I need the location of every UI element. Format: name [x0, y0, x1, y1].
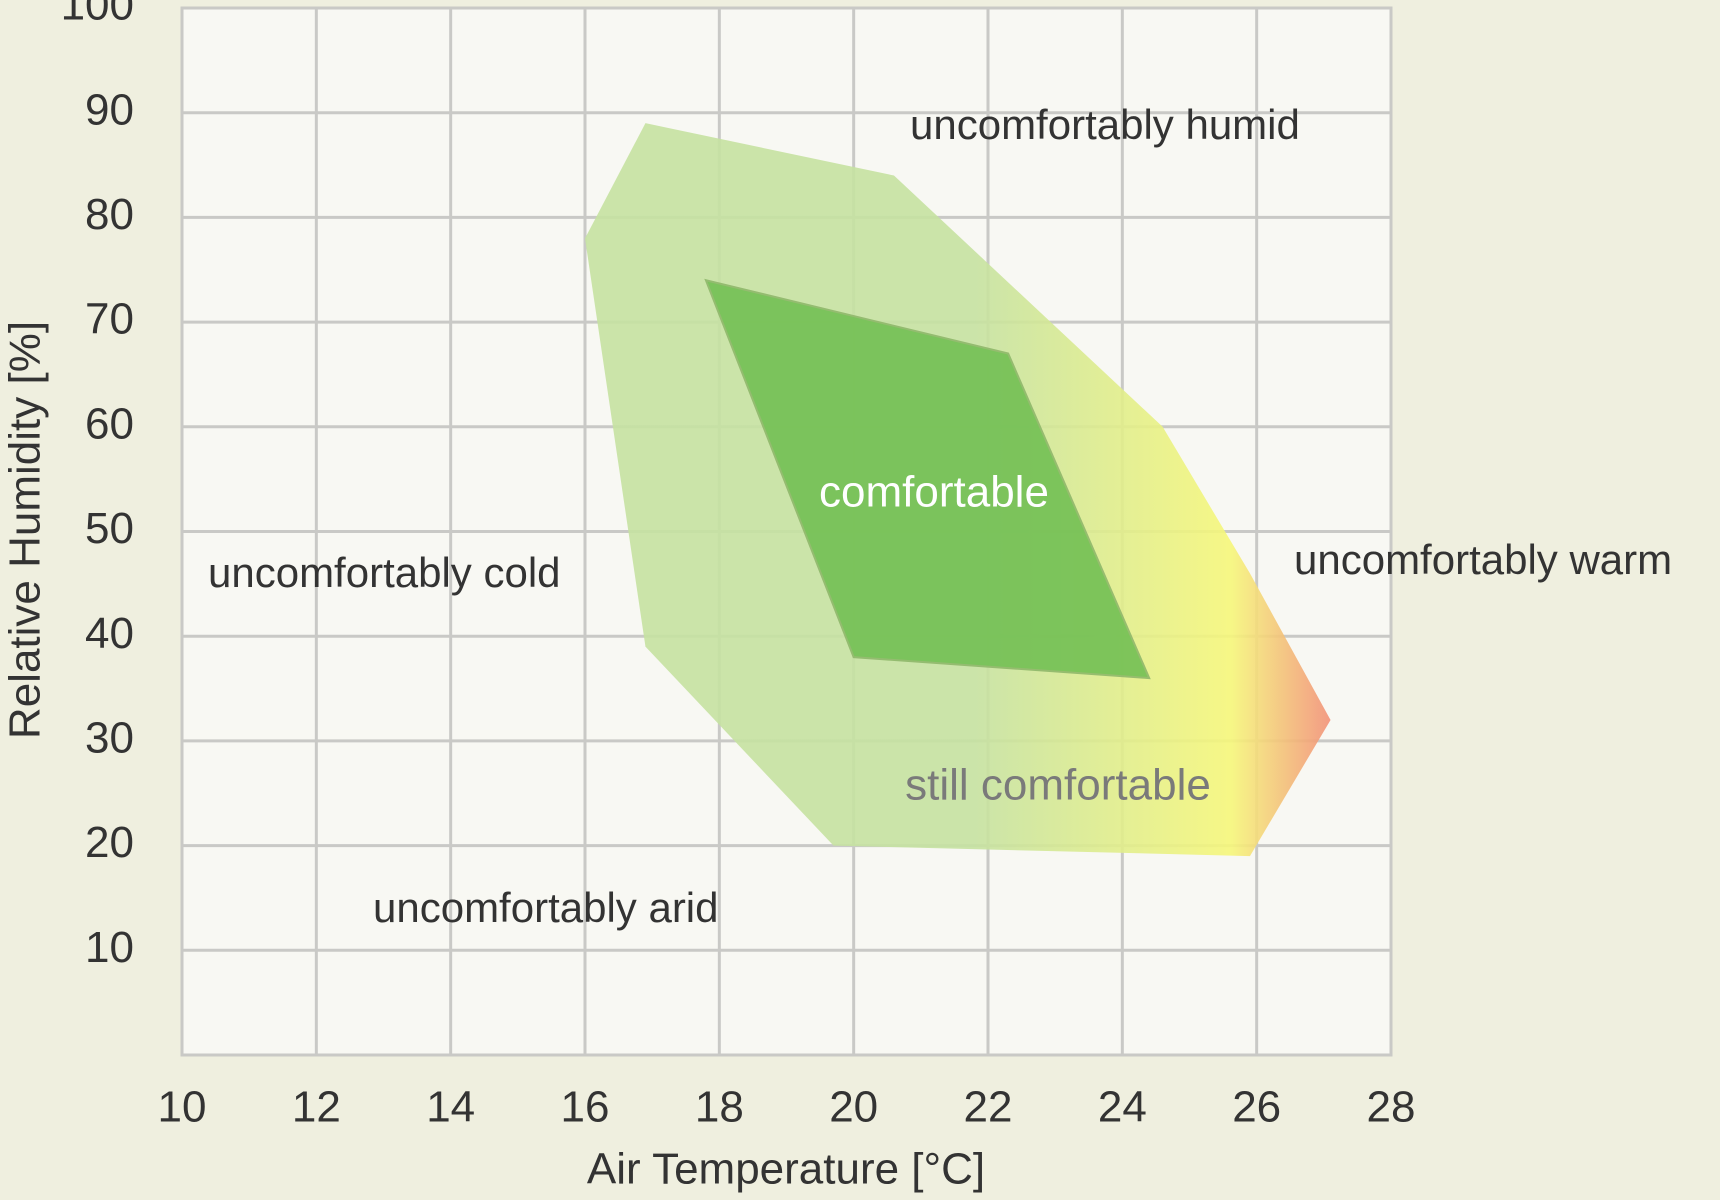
y-tick-label: 20 [85, 818, 134, 867]
annotation: uncomfortably cold [208, 549, 561, 596]
x-tick-label: 20 [829, 1083, 878, 1132]
x-tick-label: 16 [561, 1083, 610, 1132]
x-tick-label: 14 [426, 1083, 475, 1132]
x-tick-label: 18 [695, 1083, 744, 1132]
region-label: still comfortable [905, 761, 1211, 810]
x-tick-label: 10 [158, 1083, 207, 1132]
annotation: uncomfortably humid [910, 101, 1300, 148]
region-label: comfortable [819, 468, 1049, 517]
x-tick-label: 28 [1367, 1083, 1416, 1132]
x-tick-label: 22 [964, 1083, 1013, 1132]
y-tick-label: 40 [85, 609, 134, 658]
y-tick-label: 80 [85, 190, 134, 239]
y-tick-label: 60 [85, 399, 134, 448]
x-axis-label: Air Temperature [°C] [587, 1145, 985, 1194]
y-axis-label: Relative Humidity [%] [1, 321, 50, 739]
annotation: uncomfortably arid [373, 884, 719, 931]
y-tick-label: 90 [85, 85, 134, 134]
y-tick-label: 100 [61, 0, 134, 30]
y-tick-label: 70 [85, 295, 134, 344]
annotation: uncomfortably warm [1294, 536, 1672, 583]
y-tick-label: 50 [85, 504, 134, 553]
x-tick-label: 24 [1098, 1083, 1147, 1132]
y-tick-label: 10 [85, 923, 134, 972]
y-tick-label: 30 [85, 714, 134, 763]
region [704, 278, 1151, 680]
x-tick-label: 12 [292, 1083, 341, 1132]
x-tick-label: 26 [1232, 1083, 1281, 1132]
